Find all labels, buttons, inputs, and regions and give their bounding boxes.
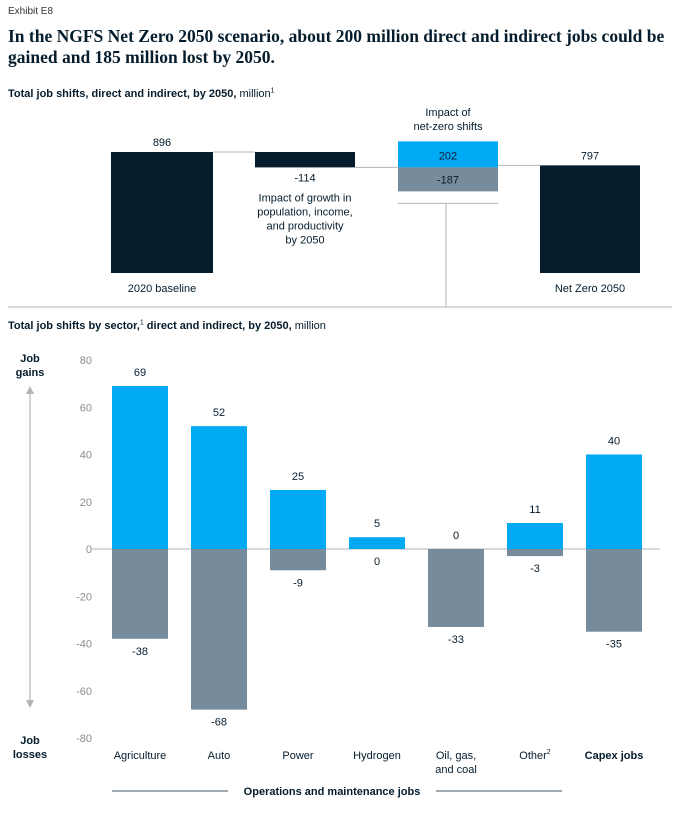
waterfall-label-growth-line: by 2050 xyxy=(285,234,324,246)
category-label: Auto xyxy=(208,750,231,762)
y-tick-label: 40 xyxy=(80,450,92,462)
category-footnote: 2 xyxy=(547,749,551,756)
loss-value-label: -35 xyxy=(606,639,622,651)
waterfall-label-growth-line: Impact of growth in xyxy=(259,192,352,204)
loss-value-label: -38 xyxy=(132,646,148,658)
category-label: Oil, gas, xyxy=(436,750,476,762)
waterfall-label-final: Net Zero 2050 xyxy=(555,283,625,295)
waterfall-value-growth: -114 xyxy=(294,172,315,184)
sector-subtitle-footnote: 1 xyxy=(139,319,144,327)
waterfall-value-baseline: 896 xyxy=(153,137,171,149)
gain-bar xyxy=(507,523,563,549)
gain-bar xyxy=(191,426,247,549)
waterfall-subtitle-footnote: 1 xyxy=(270,87,275,95)
y-tick-label: 60 xyxy=(80,402,92,414)
axis-arrow-up-icon xyxy=(26,386,34,394)
sector-subtitle: Total job shifts by sector,1 direct and … xyxy=(8,319,326,332)
y-tick-label: 20 xyxy=(80,497,92,509)
gain-value-label: 52 xyxy=(213,407,225,419)
sector-subtitle-bold-b: direct and indirect, by 2050, xyxy=(143,320,292,332)
axis-bottom-label: losses xyxy=(13,749,47,761)
exhibit-label: Exhibit E8 xyxy=(8,6,54,17)
axis-top-label: gains xyxy=(16,367,45,379)
sector-subtitle-bold-a: Total job shifts by sector, xyxy=(8,320,140,332)
waterfall-subtitle-unit: million xyxy=(236,88,271,100)
waterfall-label-netzero-line: Impact of xyxy=(425,107,471,119)
loss-value-label: -68 xyxy=(211,717,227,729)
waterfall-subtitle-bold: Total job shifts, direct and indirect, b… xyxy=(8,88,237,100)
category-label: Hydrogen xyxy=(353,750,401,762)
axis-top-label: Job xyxy=(20,353,40,365)
waterfall-value-netzero-loss: -187 xyxy=(437,174,459,186)
gain-value-label: 40 xyxy=(608,436,620,448)
group-label: Operations and maintenance jobs xyxy=(244,786,421,798)
waterfall-value-netzero-gain: 202 xyxy=(439,150,457,162)
gain-value-label: 25 xyxy=(292,471,304,483)
loss-bar xyxy=(428,549,484,627)
loss-bar xyxy=(270,549,326,571)
loss-bar xyxy=(112,549,168,639)
waterfall-label-netzero-line: net-zero shifts xyxy=(413,121,483,133)
gain-bar xyxy=(349,537,405,549)
loss-bar xyxy=(507,549,563,557)
gain-value-label: 0 xyxy=(453,530,459,542)
gain-value-label: 11 xyxy=(529,504,540,516)
axis-arrow-down-icon xyxy=(26,700,34,708)
waterfall-bar-netzero-gain xyxy=(398,141,498,168)
y-tick-label: 80 xyxy=(80,355,92,367)
category-label: Agriculture xyxy=(114,750,167,762)
y-tick-label: 0 xyxy=(86,544,92,556)
category-label: and coal xyxy=(435,764,477,776)
y-tick-label: -40 xyxy=(76,639,92,651)
category-label: Power xyxy=(282,750,314,762)
loss-bar xyxy=(586,549,642,632)
gain-bar xyxy=(270,489,326,549)
y-tick-label: -80 xyxy=(76,733,92,745)
loss-value-label: -9 xyxy=(293,577,303,589)
waterfall-subtitle: Total job shifts, direct and indirect, b… xyxy=(8,87,275,100)
waterfall-label-growth-line: and productivity xyxy=(266,220,344,232)
waterfall-value-final: 797 xyxy=(581,150,599,162)
gain-value-label: 5 xyxy=(374,518,380,530)
y-tick-label: -20 xyxy=(76,591,92,603)
waterfall-bar-growth xyxy=(255,152,355,168)
y-tick-label: -60 xyxy=(76,686,92,698)
sector-subtitle-unit: million xyxy=(291,320,326,332)
axis-bottom-label: Job xyxy=(20,735,40,747)
gain-value-label: 69 xyxy=(134,367,146,379)
waterfall-bar-netzero-loss xyxy=(398,167,498,192)
loss-value-label: 0 xyxy=(374,556,380,568)
waterfall-label-baseline: 2020 baseline xyxy=(128,283,197,295)
loss-bar xyxy=(191,549,247,710)
gain-bar xyxy=(112,385,168,549)
gain-bar xyxy=(586,454,642,549)
loss-value-label: -3 xyxy=(530,563,540,575)
category-label: Capex jobs xyxy=(585,750,644,762)
waterfall-label-growth-line: population, income, xyxy=(257,206,352,218)
headline: In the NGFS Net Zero 2050 scenario, abou… xyxy=(8,26,665,67)
category-label: Other2 xyxy=(519,749,551,762)
waterfall-bar-final xyxy=(540,165,640,273)
waterfall-bar-baseline xyxy=(111,152,213,273)
loss-value-label: -33 xyxy=(448,634,464,646)
